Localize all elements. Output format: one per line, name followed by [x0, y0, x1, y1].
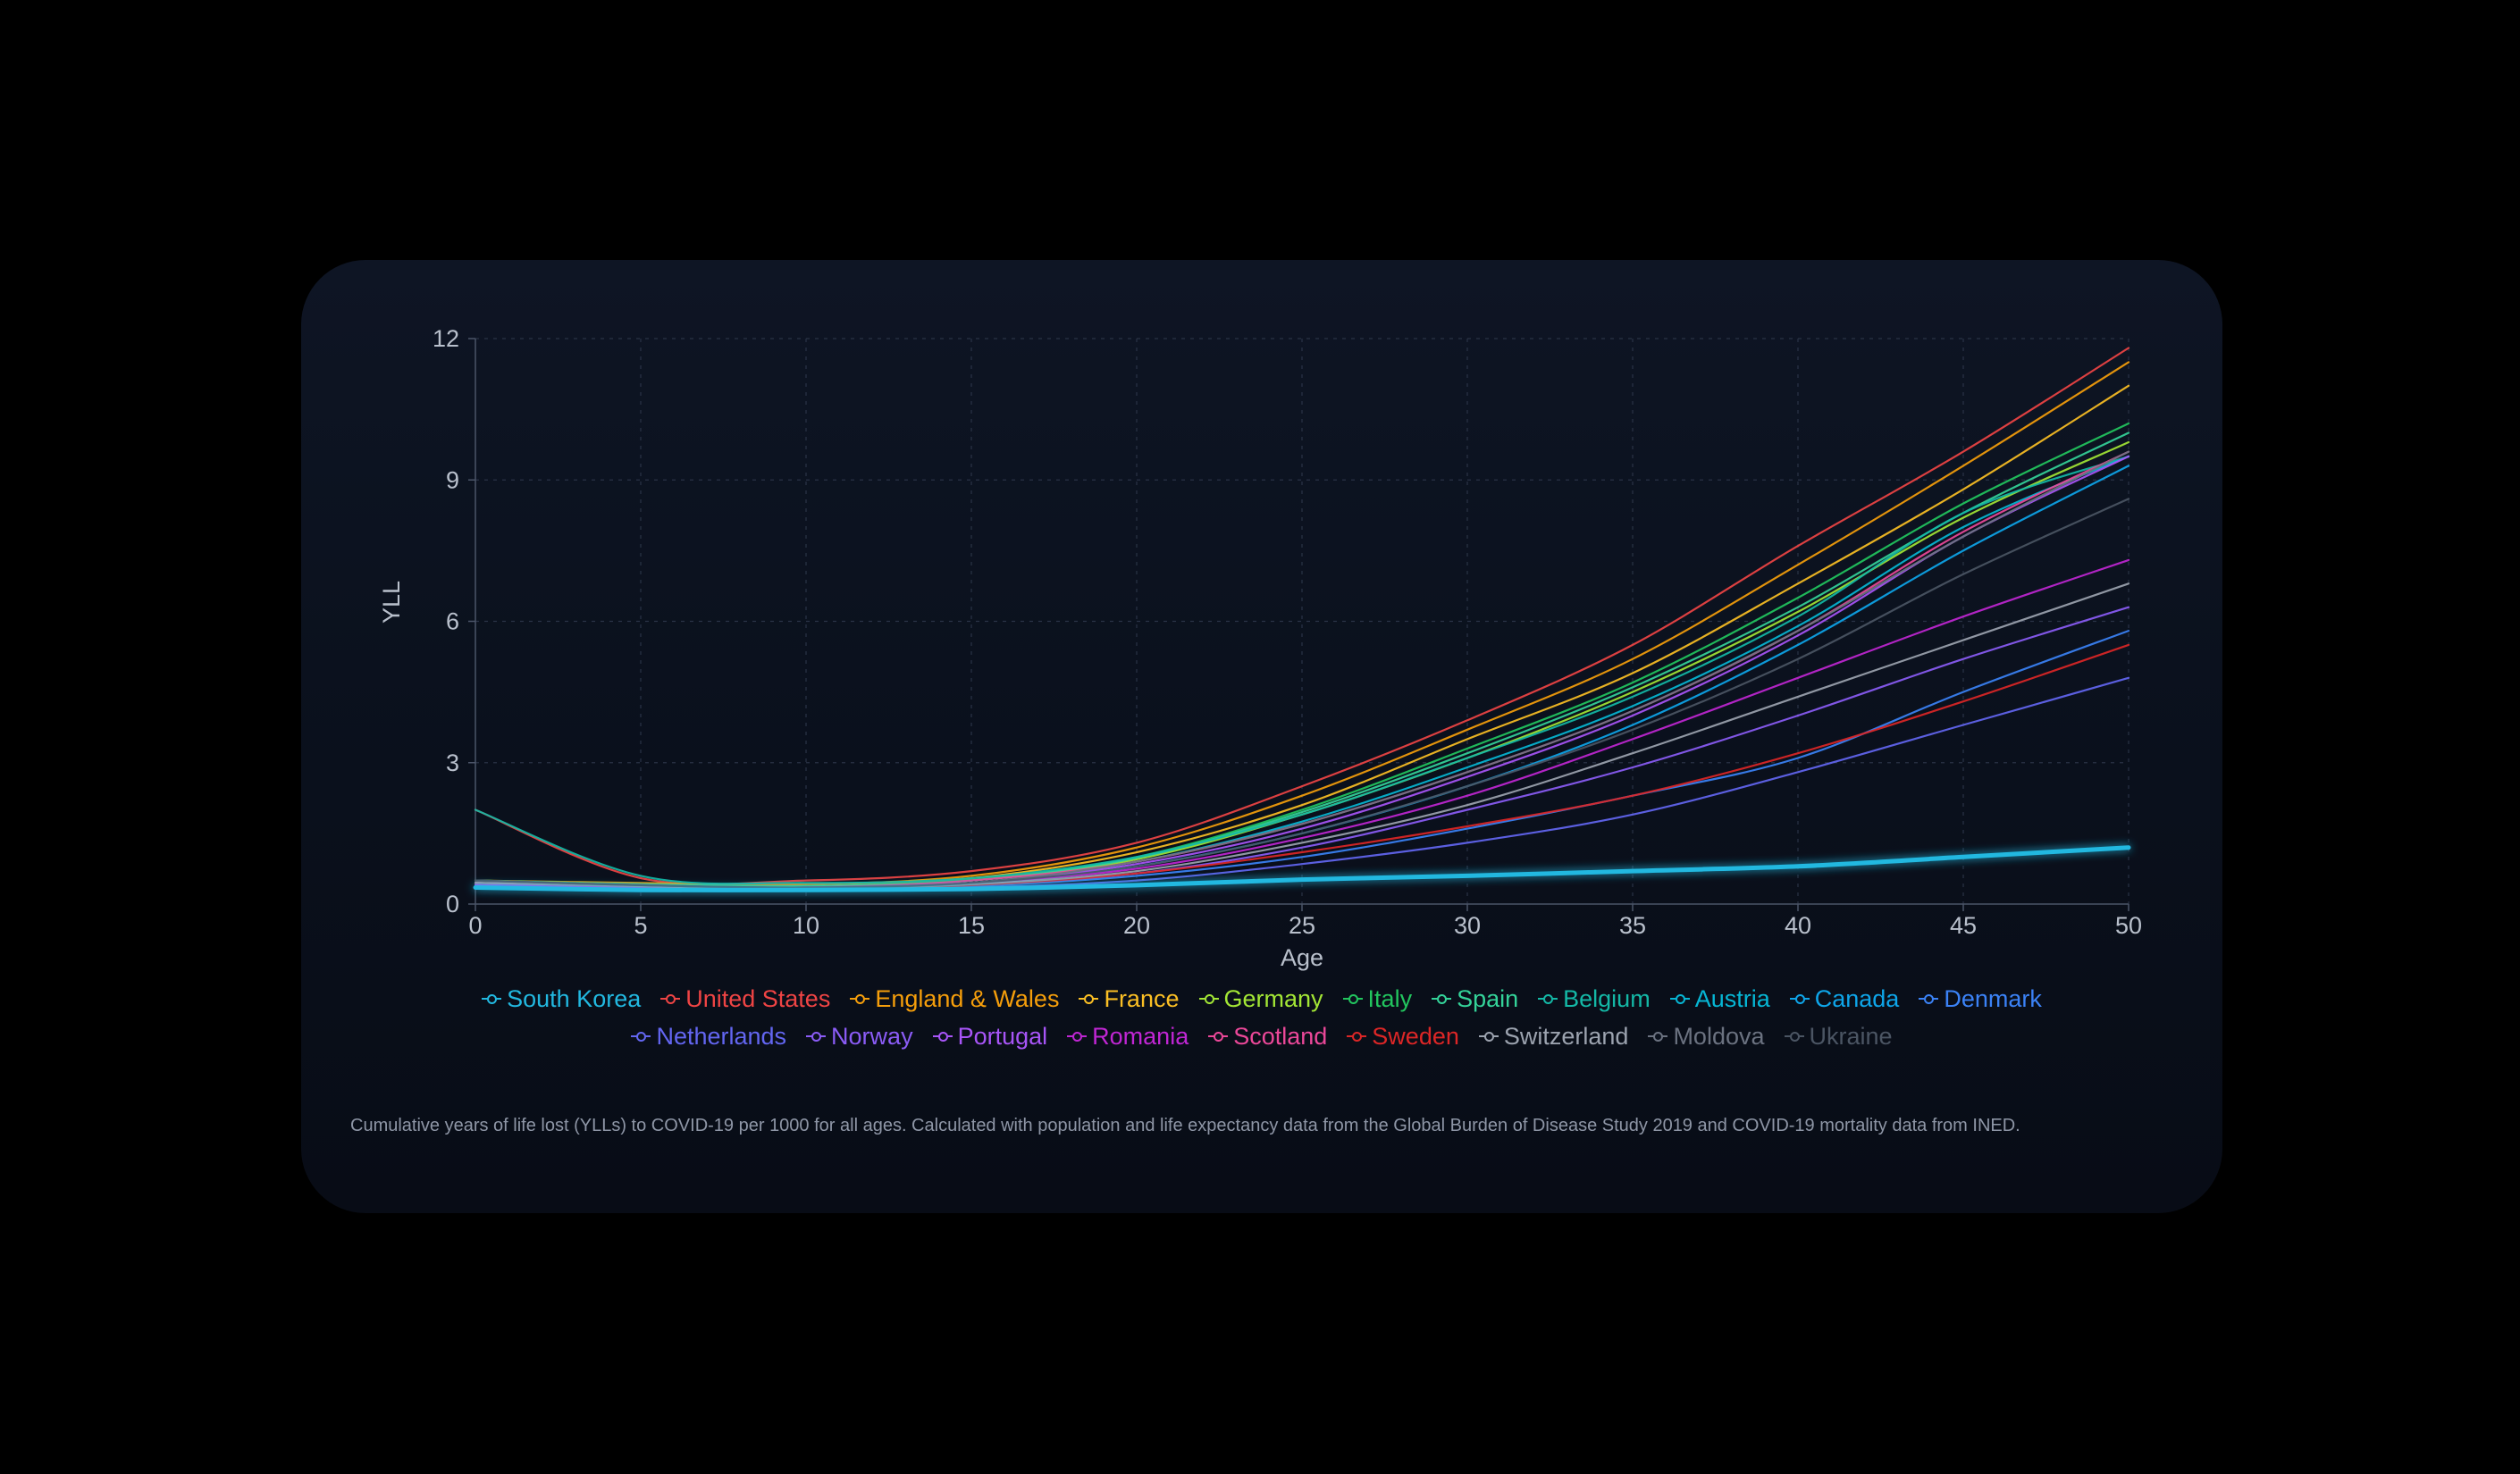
- legend-label: France: [1104, 985, 1180, 1012]
- legend-marker-icon: [631, 1032, 651, 1042]
- legend-item-united-states[interactable]: United States: [660, 984, 830, 1014]
- x-tick-label: 0: [468, 912, 482, 939]
- x-tick-label: 25: [1289, 912, 1315, 939]
- legend-item-netherlands[interactable]: Netherlands: [631, 1021, 786, 1051]
- legend-item-denmark[interactable]: Denmark: [1919, 984, 2042, 1014]
- legend-label: Portugal: [957, 1023, 1048, 1050]
- x-tick-label: 20: [1123, 912, 1150, 939]
- legend-label: Canada: [1814, 985, 1900, 1012]
- legend-label: United States: [685, 985, 831, 1012]
- legend-label: Germany: [1223, 985, 1323, 1012]
- legend-marker-icon: [1648, 1032, 1668, 1042]
- chart-caption: Cumulative years of life lost (YLLs) to …: [350, 1116, 2020, 1135]
- legend-label: Belgium: [1563, 985, 1651, 1012]
- legend-row: Netherlands Norway Portugal Romania Scotland…: [631, 1021, 1893, 1051]
- x-tick-label: 35: [1619, 912, 1646, 939]
- legend-label: England & Wales: [875, 985, 1060, 1012]
- legend-label: Ukraine: [1809, 1023, 1893, 1050]
- x-tick-label: 30: [1454, 912, 1481, 939]
- legend-label: Denmark: [1944, 985, 2042, 1012]
- y-tick-label: 3: [446, 750, 459, 776]
- grid-lines: [475, 338, 2129, 904]
- line-chart: 0 5 10 15 20 25 30 35 40 45 50 0 3 6 9 12 Age YLL: [378, 325, 2142, 971]
- x-tick-label: 5: [634, 912, 647, 939]
- legend-label: Italy: [1367, 985, 1413, 1012]
- legend-marker-icon: [1342, 994, 1363, 1004]
- series-line-spain[interactable]: [474, 431, 2130, 888]
- legend-item-austria[interactable]: Austria: [1669, 984, 1770, 1014]
- legend-marker-icon: [850, 994, 870, 1004]
- legend-label: Netherlands: [656, 1023, 787, 1050]
- legend-label: Romania: [1092, 1023, 1189, 1050]
- axes: 0 5 10 15 20 25 30 35 40 45 50 0 3 6 9 12: [433, 325, 2142, 939]
- legend-item-romania[interactable]: Romania: [1067, 1021, 1189, 1051]
- series-line-england-wales[interactable]: [474, 361, 2130, 886]
- x-tick-label: 45: [1950, 912, 1977, 939]
- legend-item-portugal[interactable]: Portugal: [932, 1021, 1048, 1051]
- x-tick-label: 40: [1785, 912, 1811, 939]
- legend-marker-icon: [932, 1032, 953, 1042]
- legend-marker-icon: [1432, 994, 1452, 1004]
- legend-label: Moldova: [1673, 1023, 1765, 1050]
- legend-marker-icon: [1067, 1032, 1088, 1042]
- legend-marker-icon: [1538, 994, 1558, 1004]
- y-tick-label: 12: [433, 325, 459, 352]
- series-line-switzerland[interactable]: [474, 582, 2130, 890]
- x-tick-label: 10: [793, 912, 819, 939]
- legend-marker-icon: [482, 994, 502, 1004]
- legend-item-canada[interactable]: Canada: [1789, 984, 1900, 1014]
- legend-item-spain[interactable]: Spain: [1432, 984, 1518, 1014]
- legend-marker-icon: [660, 994, 681, 1004]
- legend-label: Switzerland: [1503, 1023, 1629, 1050]
- legend-label: Austria: [1694, 985, 1770, 1012]
- series-line-south-korea[interactable]: [473, 845, 2131, 892]
- legend-marker-icon: [1079, 994, 1099, 1004]
- legend: South Korea United States England & Wales F…: [301, 984, 2222, 1051]
- legend-label: Sweden: [1372, 1023, 1459, 1050]
- legend-label: Norway: [831, 1023, 913, 1050]
- x-tick-label: 15: [958, 912, 985, 939]
- legend-marker-icon: [1198, 994, 1219, 1004]
- legend-item-france[interactable]: France: [1079, 984, 1180, 1014]
- legend-marker-icon: [1478, 1032, 1499, 1042]
- legend-label: Scotland: [1233, 1023, 1328, 1050]
- series-line-belgium[interactable]: [474, 455, 2130, 885]
- legend-marker-icon: [1919, 994, 1939, 1004]
- legend-item-switzerland[interactable]: Switzerland: [1478, 1021, 1629, 1051]
- legend-item-belgium[interactable]: Belgium: [1538, 984, 1651, 1014]
- legend-marker-icon: [806, 1032, 827, 1042]
- y-tick-label: 0: [446, 891, 459, 917]
- legend-marker-icon: [1347, 1032, 1367, 1042]
- legend-marker-icon: [1784, 1032, 1804, 1042]
- legend-marker-icon: [1789, 994, 1810, 1004]
- legend-item-italy[interactable]: Italy: [1342, 984, 1413, 1014]
- legend-item-norway[interactable]: Norway: [806, 1021, 913, 1051]
- legend-row: South Korea United States England & Wales F…: [482, 984, 2042, 1014]
- legend-item-germany[interactable]: Germany: [1198, 984, 1323, 1014]
- x-tick-label: 50: [2115, 912, 2142, 939]
- series-lines: [473, 347, 2131, 892]
- legend-item-ukraine[interactable]: Ukraine: [1784, 1021, 1893, 1051]
- legend-item-sweden[interactable]: Sweden: [1347, 1021, 1459, 1051]
- legend-marker-icon: [1669, 994, 1690, 1004]
- series-line-ukraine[interactable]: [474, 498, 2130, 889]
- y-tick-label: 6: [446, 608, 459, 635]
- x-axis-label: Age: [1281, 944, 1323, 971]
- y-axis-label: YLL: [378, 581, 405, 624]
- legend-label: South Korea: [507, 985, 642, 1012]
- legend-label: Spain: [1457, 985, 1519, 1012]
- legend-item-moldova[interactable]: Moldova: [1648, 1021, 1765, 1051]
- legend-item-england-wales[interactable]: England & Wales: [850, 984, 1059, 1014]
- y-tick-label: 9: [446, 466, 459, 493]
- chart-card: 0 5 10 15 20 25 30 35 40 45 50 0 3 6 9 12 Age YLL South…: [301, 260, 2222, 1213]
- legend-item-scotland[interactable]: Scotland: [1208, 1021, 1327, 1051]
- legend-item-south-korea[interactable]: South Korea: [482, 984, 641, 1014]
- legend-marker-icon: [1208, 1032, 1229, 1042]
